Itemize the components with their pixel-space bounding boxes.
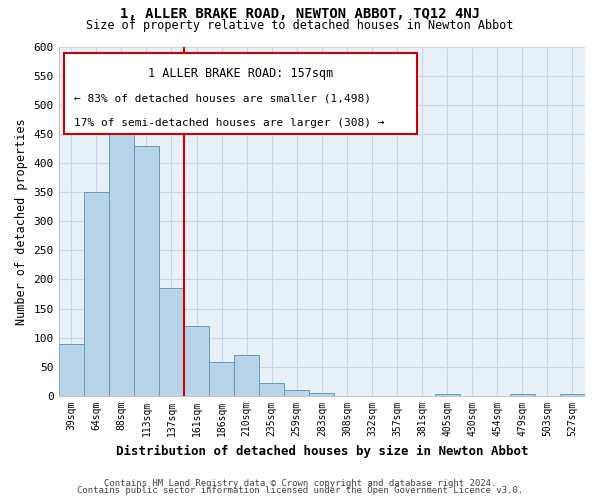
Y-axis label: Number of detached properties: Number of detached properties (15, 118, 28, 324)
Bar (109, 122, 134, 396)
Bar (259, 383, 284, 396)
Bar (159, 288, 184, 396)
Bar (209, 362, 234, 396)
Text: Size of property relative to detached houses in Newton Abbot: Size of property relative to detached ho… (86, 19, 514, 32)
Bar (560, 394, 585, 396)
Bar (510, 394, 535, 396)
Text: ← 83% of detached houses are smaller (1,498): ← 83% of detached houses are smaller (1,… (74, 94, 371, 104)
Bar (284, 390, 310, 396)
Bar (184, 326, 209, 396)
Bar (234, 355, 259, 396)
Text: 17% of semi-detached houses are larger (308) →: 17% of semi-detached houses are larger (… (74, 118, 385, 128)
Text: 1 ALLER BRAKE ROAD: 157sqm: 1 ALLER BRAKE ROAD: 157sqm (148, 68, 333, 80)
X-axis label: Distribution of detached houses by size in Newton Abbot: Distribution of detached houses by size … (116, 444, 528, 458)
Bar (59, 344, 84, 396)
Text: 1, ALLER BRAKE ROAD, NEWTON ABBOT, TQ12 4NJ: 1, ALLER BRAKE ROAD, NEWTON ABBOT, TQ12 … (120, 8, 480, 22)
Text: Contains public sector information licensed under the Open Government Licence v3: Contains public sector information licen… (77, 486, 523, 495)
Bar (310, 393, 334, 396)
Text: Contains HM Land Registry data © Crown copyright and database right 2024.: Contains HM Land Registry data © Crown c… (104, 478, 496, 488)
FancyBboxPatch shape (64, 54, 416, 134)
Bar (84, 192, 109, 396)
Bar (134, 146, 159, 396)
Bar (434, 394, 460, 396)
